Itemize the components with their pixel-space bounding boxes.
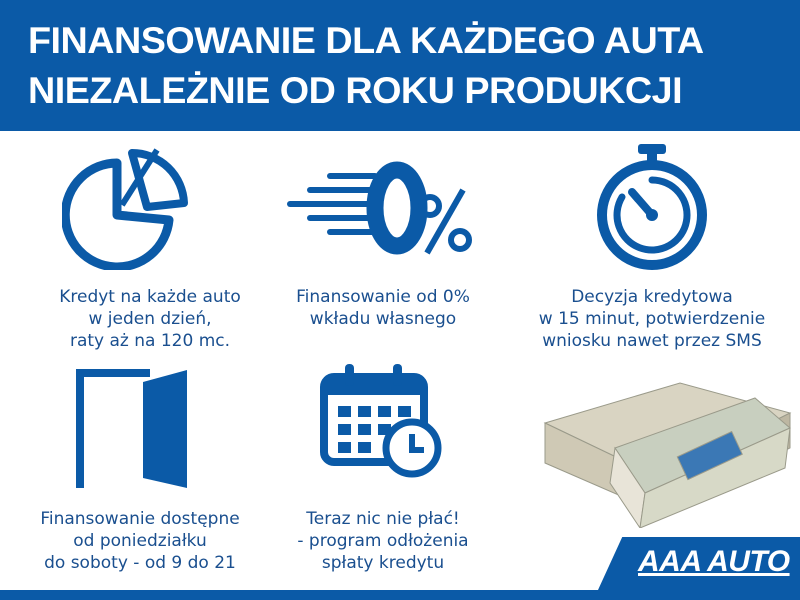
feature-text: spłaty kredytu [321,553,445,573]
open-door-icon [76,369,187,488]
header-banner: FINANSOWANIE DLA KAŻDEGO AUTA NIEZALEŻNI… [0,0,800,131]
footer-bar [0,590,800,600]
pie-chart-icon [62,148,188,270]
feature-text: wkładu własnego [309,309,457,329]
feature-text: wniosku nawet przez SMS [542,331,762,351]
stopwatch-icon [597,144,707,270]
aaa-auto-logo: AAA AUTO [638,545,790,578]
calendar-clock-icon [320,364,442,478]
feature-text: od poniedziałku [73,531,207,551]
feature-defer: Teraz nic nie płać! - program odłożenia … [258,508,508,574]
zero-percent-icon [287,161,472,255]
feature-decision: Decyzja kredytowa w 15 minut, potwierdze… [527,286,777,352]
feature-text: Finansowanie dostępne [40,509,240,529]
feature-hours: Finansowanie dostępne od poniedziałku do… [15,508,265,574]
money-stack-icon [543,382,792,528]
feature-zero-down: Finansowanie od 0% wkładu własnego [258,286,508,330]
feature-text: do soboty - od 9 do 21 [44,553,236,573]
feature-text: w jeden dzień, [88,309,212,329]
feature-text: Decyzja kredytowa [571,287,733,307]
feature-text: Finansowanie od 0% [296,287,470,307]
logo-background [598,537,800,590]
feature-text: w 15 minut, potwierdzenie [538,309,766,329]
feature-credit: Kredyt na każde auto w jeden dzień, raty… [25,286,275,352]
feature-text: Kredyt na każde auto [59,287,241,307]
headline-line-2: NIEZALEŻNIE OD ROKU PRODUKCJI [28,70,683,111]
feature-text: raty aż na 120 mc. [69,331,231,351]
feature-text: Teraz nic nie płać! [306,509,460,529]
feature-text: - program odłożenia [297,531,469,551]
headline-line-1: FINANSOWANIE DLA KAŻDEGO AUTA [28,20,704,61]
